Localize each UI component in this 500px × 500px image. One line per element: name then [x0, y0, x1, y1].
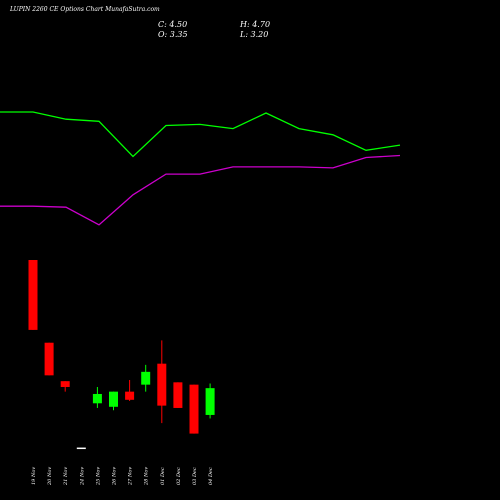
candle-body: [109, 391, 118, 407]
x-tick-label: 03 Dec: [192, 467, 198, 485]
candle-body: [157, 363, 167, 406]
candle-body: [205, 388, 215, 415]
low-readout: L: 3.20: [240, 30, 269, 39]
candle-body: [141, 371, 151, 385]
chart-title: LUPIN 2260 CE Options Chart MunafaSutra.…: [10, 6, 160, 13]
candle-body: [60, 381, 70, 387]
x-tick-label: 24 Nov: [79, 467, 85, 486]
magenta-indicator-line: [0, 154, 401, 226]
x-tick-label: 20 Nov: [47, 467, 53, 486]
candle-body: [44, 342, 54, 376]
x-tick-label: 25 Nov: [95, 467, 101, 486]
candle-body: [189, 384, 199, 434]
candle-body: [125, 391, 135, 400]
x-tick-label: 21 Nov: [63, 467, 69, 486]
high-readout: H: 4.70: [240, 20, 271, 29]
candle-body: [28, 260, 38, 330]
x-tick-label: 19 Nov: [31, 467, 37, 485]
candle-body: [76, 447, 86, 450]
x-tick-label: 04 Dec: [208, 467, 214, 485]
green-indicator-line: [0, 111, 401, 158]
x-tick-label: 01 Dec: [160, 467, 166, 485]
close-readout: C: 4.50: [158, 20, 188, 29]
open-readout: O: 3.35: [158, 30, 188, 39]
candle-body: [92, 393, 102, 404]
x-tick-label: 02 Dec: [176, 467, 182, 485]
x-tick-label: 27 Nov: [128, 467, 134, 486]
x-tick-label: 26 Nov: [112, 467, 118, 486]
candle-body: [173, 382, 183, 408]
x-tick-label: 28 Nov: [144, 467, 150, 486]
